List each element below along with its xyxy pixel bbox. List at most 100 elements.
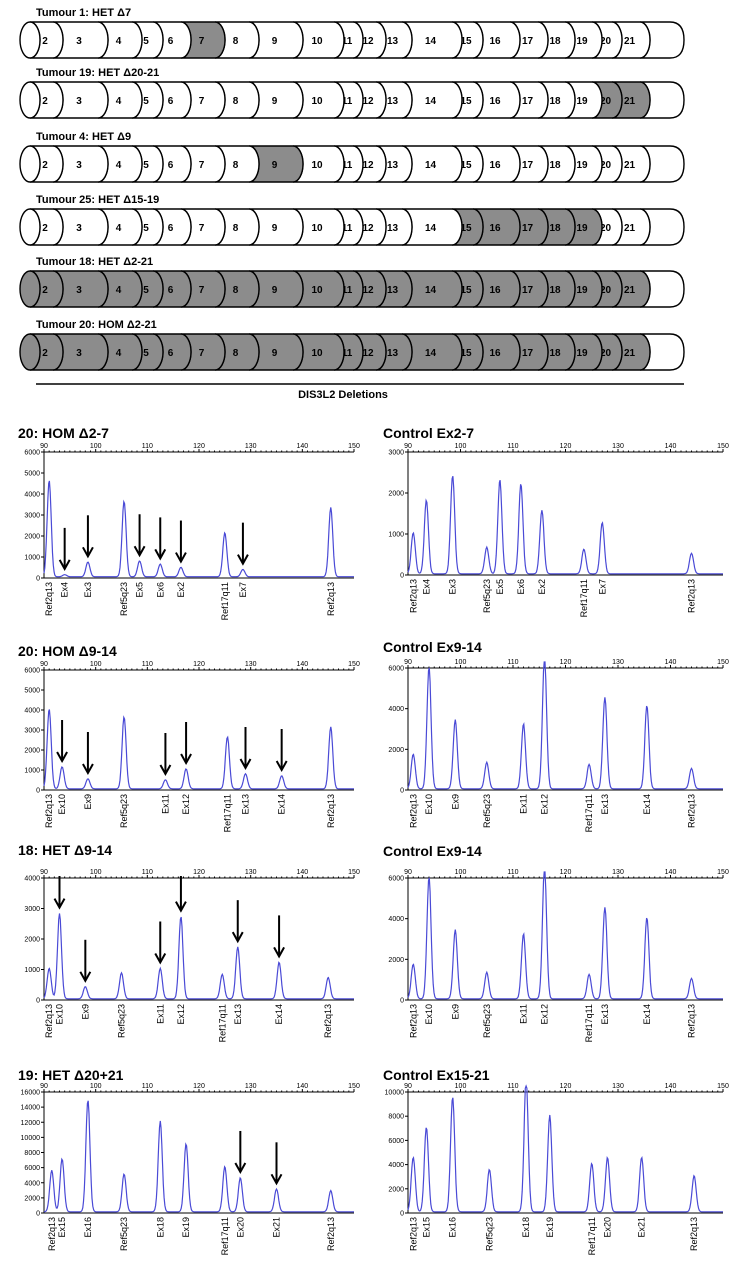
exon-label: 12 <box>362 96 374 107</box>
peak-label: Ex13 <box>600 794 610 815</box>
y-tick-label: 8000 <box>24 1150 40 1157</box>
tumour-diagram: Tumour 19: HET Δ20-21 21 20 19 18 17 16 15 14 13 1… <box>19 67 685 119</box>
exon-label: 14 <box>425 160 437 171</box>
peak-label: Ref2q13 <box>326 794 336 828</box>
x-tick-label: 100 <box>90 869 102 876</box>
y-tick-label: 6000 <box>388 1138 404 1145</box>
peak-label: Ex12 <box>181 794 191 815</box>
arrow-head <box>175 901 187 913</box>
y-tick-label: 3000 <box>24 906 40 913</box>
x-tick-label: 90 <box>404 443 412 450</box>
x-tick-label: 150 <box>717 869 729 876</box>
y-tick-label: 8000 <box>388 1114 404 1121</box>
exon-label: 8 <box>233 348 239 359</box>
exon-label: 3 <box>76 160 82 171</box>
x-tick-label: 120 <box>193 443 205 450</box>
exon-label: 19 <box>576 160 588 171</box>
y-tick-label: 1000 <box>24 555 40 562</box>
exon-label: 11 <box>342 285 353 296</box>
y-tick-label: 14000 <box>21 1105 41 1112</box>
peak-label: Ref2q13 <box>687 579 697 613</box>
arrow-head <box>79 971 92 983</box>
chart-title: 20: HOM Δ9-14 <box>18 643 117 659</box>
y-tick-label: 2000 <box>388 747 404 754</box>
y-tick-label: 2000 <box>24 1195 40 1202</box>
y-tick-label: 4000 <box>388 916 404 923</box>
exon-label: 13 <box>387 36 399 47</box>
x-tick-label: 90 <box>404 1083 412 1090</box>
x-tick-label: 150 <box>348 1083 360 1090</box>
peak-label: Ex9 <box>450 794 460 810</box>
cylinder-cap <box>19 270 41 308</box>
x-tick-label: 150 <box>717 443 729 450</box>
exon-label: 10 <box>311 223 323 234</box>
peak-label: Ref5q23 <box>482 794 492 828</box>
exon-label: 2 <box>42 223 48 234</box>
peak-label: Ex7 <box>597 579 607 595</box>
exon-label: 6 <box>168 96 174 107</box>
peak-label: Ref17q11 <box>587 1217 597 1255</box>
trace-line <box>407 1084 723 1213</box>
exon-label: 20 <box>600 36 612 47</box>
x-tick-label: 150 <box>717 659 729 666</box>
exon-label: 4 <box>116 96 122 107</box>
exon-label: 21 <box>624 36 636 47</box>
exon-label: 10 <box>311 160 323 171</box>
cylinder-cap <box>19 333 41 371</box>
trace-line <box>43 709 354 790</box>
x-tick-label: 110 <box>507 659 518 666</box>
exon-label: 2 <box>42 160 48 171</box>
x-tick-label: 90 <box>40 869 48 876</box>
chart-panel: 20: HOM Δ2-7 90 100 110 120 130 140 150 0 1000 200… <box>18 425 360 620</box>
peak-label: Ex12 <box>540 794 550 815</box>
peak-label: Ex12 <box>540 1004 550 1025</box>
exon-label: 10 <box>311 96 323 107</box>
x-tick-label: 90 <box>404 869 412 876</box>
exon-label: 18 <box>549 223 561 234</box>
exon-label: 19 <box>576 285 588 296</box>
x-tick-label: 110 <box>507 869 518 876</box>
exon-label: 4 <box>116 36 122 47</box>
peak-label: Ex6 <box>155 582 165 598</box>
trace-line <box>407 476 723 575</box>
peak-label: Ex9 <box>80 1004 90 1020</box>
peak-label: Ref17q11 <box>217 1004 227 1042</box>
exon-label: 6 <box>168 285 174 296</box>
exon-label: 17 <box>522 96 534 107</box>
x-tick-label: 110 <box>507 1083 518 1090</box>
peak-label: Ex14 <box>642 1004 652 1025</box>
exon-label: 19 <box>576 348 588 359</box>
peak-label: Ex11 <box>160 794 170 814</box>
peak-label: Ex3 <box>448 579 458 595</box>
peak-label: Ex9 <box>450 1004 460 1020</box>
x-tick-label: 110 <box>142 869 153 876</box>
exon-label: 9 <box>272 285 278 296</box>
x-tick-label: 140 <box>296 1083 308 1090</box>
y-tick-label: 1000 <box>388 532 404 539</box>
exon-label: 19 <box>576 223 588 234</box>
chart-title: Control Ex2-7 <box>383 425 474 441</box>
x-tick-label: 120 <box>193 869 205 876</box>
x-tick-label: 140 <box>665 869 677 876</box>
chart-title: Control Ex9-14 <box>383 639 482 655</box>
arrow-head <box>239 758 252 771</box>
peak-label: Ref2q13 <box>47 1217 57 1251</box>
chart-title: 20: HOM Δ2-7 <box>18 425 109 441</box>
x-tick-label: 90 <box>40 443 48 450</box>
exon-label: 20 <box>600 348 612 359</box>
tumour-title: Tumour 1: HET Δ7 <box>36 7 131 19</box>
exon-label: 21 <box>624 285 636 296</box>
chart-title: Control Ex9-14 <box>383 843 482 859</box>
x-tick-label: 100 <box>455 659 467 666</box>
x-tick-label: 130 <box>612 1083 624 1090</box>
peak-label: Ref2q13 <box>408 794 418 828</box>
trace-line <box>407 661 723 790</box>
exon-label: 12 <box>362 285 374 296</box>
y-tick-label: 4000 <box>388 1162 404 1169</box>
x-tick-label: 120 <box>560 1083 572 1090</box>
exon-label: 12 <box>362 223 374 234</box>
arrow-head <box>273 946 285 959</box>
peak-label: Ex5 <box>495 579 505 595</box>
